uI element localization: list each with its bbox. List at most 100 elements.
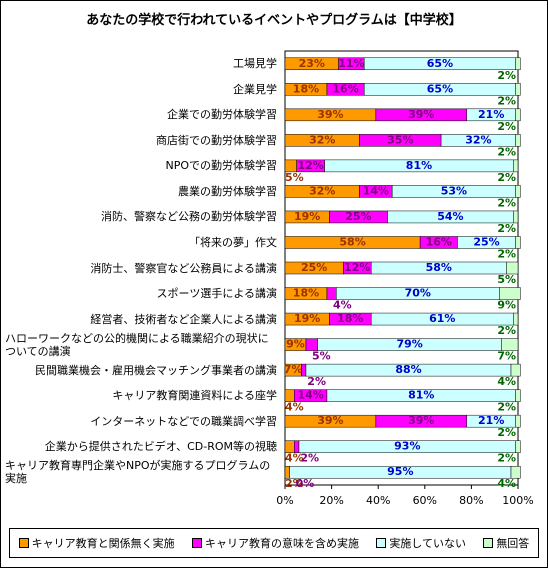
value-label: 58% [339,235,365,248]
bar-segment [506,261,519,275]
value-label: 7% [497,350,516,363]
category-text: 消防、警察など公務の勤労体験学習 [101,210,277,224]
category-text: スポーツ選手による講演 [156,287,277,301]
value-label: 4% [497,477,516,490]
legend-item: キャリア教育と関係無く実施 [18,535,175,551]
x-tick-label: 40% [366,494,390,507]
x-tick-label: 20% [319,494,343,507]
category-label: 企業見学 [5,76,277,102]
value-label: 4% [285,452,304,465]
value-label: 70% [405,287,431,300]
bar-segment [515,108,521,122]
value-label: 19% [294,312,320,325]
value-label: 21% [478,414,504,427]
value-label: 5% [312,350,331,363]
bar-segment [515,57,521,71]
value-label: 14% [297,389,323,402]
legend-item: キャリア教育の意味を含め実施 [191,535,359,551]
category-text: 企業見学 [233,82,277,96]
value-label: 39% [408,108,434,121]
bar-segment [513,159,519,173]
value-label: 18% [337,312,363,325]
value-label: 81% [408,389,434,402]
value-label: 2% [497,120,516,133]
value-label: 16% [426,235,452,248]
category-label: 企業から提供されたビデオ、CD-ROM等の視聴 [5,434,277,460]
legend-item: 無回答 [483,535,529,551]
value-label: 2% [497,145,516,158]
category-text: インターネットなどでの職業調べ学習 [90,414,277,428]
category-label: NPOでの勤労体験学習 [5,153,277,179]
chart-title: あなたの学校で行われているイベントやプログラムは【中学校】 [86,13,462,28]
legend-swatch [18,538,29,548]
value-label: 14% [363,184,389,197]
value-label: 2% [497,222,516,235]
category-text: キャリア教育専門企業やNPOが実施するプログラムの実施 [5,459,271,486]
value-label: 39% [408,414,434,427]
value-label: 53% [441,184,467,197]
value-label: 5% [497,273,516,286]
value-label: 2% [497,94,516,107]
value-label: 61% [429,312,455,325]
x-tick-label: 80% [459,494,483,507]
category-text: 経営者、技術者など企業人による講演 [90,312,277,326]
value-label: 25% [345,210,371,223]
value-label: 58% [426,261,452,274]
legend-swatch [483,538,494,548]
category-label: 農業の勤労体験学習 [5,178,277,204]
bar-segment [499,287,521,300]
legend: キャリア教育と関係無く実施 キャリア教育の意味を含め実施 実施していない 無回答 [9,528,539,558]
value-label: 7% [284,363,303,376]
category-text: 消防士、警察官など公務員による講演 [90,261,277,275]
bar-segment [513,210,519,224]
value-label: 19% [294,210,320,223]
legend-item: 実施していない [376,535,466,551]
value-label: 2% [497,452,516,465]
category-label: 経営者、技術者など企業人による講演 [5,306,277,332]
value-label: 32% [309,184,335,197]
bar-segment [510,363,521,377]
value-label: 21% [478,108,504,121]
value-label: 88% [395,363,421,376]
legend-label: キャリア教育と関係無く実施 [31,537,175,550]
category-label: キャリア教育関連資料による座学 [5,383,277,409]
category-label: 「将来の夢」作文 [5,229,277,255]
bar-segment [294,440,300,453]
value-label: 65% [427,57,453,70]
value-label: 4% [333,299,352,312]
category-label: 民間職業機会・雇用機会マッチング事業者の講演 [5,357,277,383]
value-label: 0% [296,477,315,490]
value-label: 4% [497,375,516,388]
value-label: 4% [285,401,304,414]
value-label: 93% [394,440,420,453]
value-label: 2% [497,196,516,209]
category-text: ハローワークなどの公的機関による職業紹介の現状についての講演 [5,331,269,358]
bar-segment [515,185,521,198]
value-label: 81% [406,159,432,172]
value-label: 9% [497,299,516,312]
category-label: キャリア教育専門企業やNPOが実施するプログラムの実施 [5,459,277,485]
x-tick-label: 100% [502,494,533,507]
category-text: 商店街での勤労体験学習 [156,133,277,147]
value-label: 32% [465,133,491,146]
value-label: 12% [297,159,323,172]
bar-segment [301,363,307,377]
bar-segment [513,312,519,326]
legend-swatch [191,538,202,548]
value-label: 18% [293,82,319,95]
bar-segment [510,465,521,479]
category-text: NPOでの勤労体験学習 [165,159,277,173]
bar-segment [515,134,521,147]
value-label: 32% [309,133,335,146]
legend-label: 無回答 [496,537,530,550]
category-text: 工場見学 [233,57,277,71]
category-text: 民間職業機会・雇用機会マッチング事業者の講演 [35,363,277,377]
value-label: 18% [293,287,319,300]
category-label: スポーツ選手による講演 [5,281,277,307]
value-label: 25% [473,235,499,248]
value-label: 39% [317,108,343,121]
value-label: 35% [387,133,413,146]
category-text: 農業の勤労体験学習 [178,184,277,198]
category-text: キャリア教育関連資料による座学 [112,389,277,403]
